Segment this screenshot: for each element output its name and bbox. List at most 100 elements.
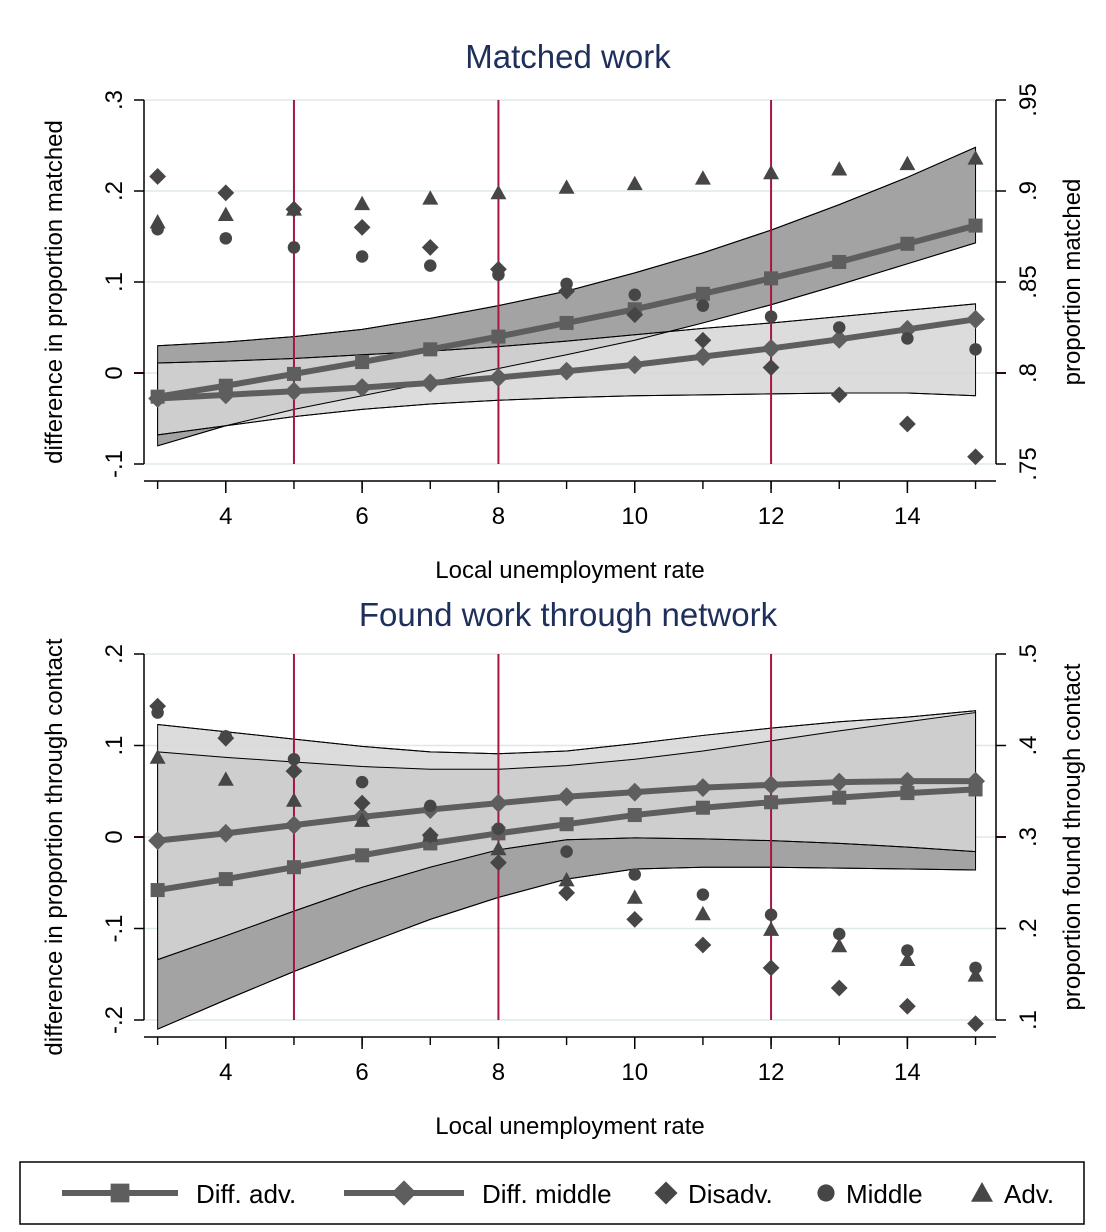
point-circle (560, 277, 573, 291)
point-line-diamond (761, 775, 781, 795)
point-triangle (558, 872, 575, 887)
legend-marker-diamond (654, 1181, 678, 1205)
point-circle (764, 908, 778, 922)
point-line-diamond (557, 361, 577, 381)
point-circle (560, 845, 573, 858)
point-diamond (490, 854, 507, 872)
point-diamond (217, 184, 235, 202)
point-triangle (490, 840, 507, 856)
legend-marker-line-diamond (391, 1180, 417, 1206)
legend-marker-triangle (971, 1182, 993, 1202)
point-diamond (694, 936, 712, 954)
y-tick-label: 0 (101, 366, 128, 379)
point-line-square (491, 329, 506, 344)
y-axis-label: difference in proportion matched (41, 120, 68, 464)
y2-tick-label: .1 (1015, 1010, 1042, 1030)
point-triangle (217, 771, 234, 786)
legend-marker-line-square (110, 1183, 130, 1203)
point-circle (287, 241, 301, 254)
point-triangle (967, 150, 984, 165)
point-line-diamond (488, 368, 508, 387)
x-tick-label: 12 (758, 503, 785, 530)
point-triangle (217, 206, 234, 222)
point-triangle (694, 905, 711, 921)
point-circle (492, 822, 505, 836)
point-line-diamond (352, 378, 372, 398)
y2-tick-label: .8 (1015, 363, 1042, 383)
y-tick-label: -.1 (101, 914, 128, 942)
point-diamond (898, 415, 916, 433)
y-tick-label: 0 (101, 830, 128, 843)
point-line-diamond (693, 347, 713, 367)
y2-axis-label: proportion found through contact (1059, 663, 1086, 1010)
panel-1: 4 6 8 10 12 14 -.1 0 .1 .2 .3 .75 .8 .85 .9 .95 Matched … (41, 38, 1086, 584)
point-triangle (899, 951, 916, 967)
point-triangle (626, 889, 643, 904)
point-diamond (830, 979, 848, 997)
point-diamond (626, 306, 644, 324)
y2-tick-label: .4 (1015, 735, 1042, 755)
point-diamond (898, 997, 916, 1015)
legend-box (19, 1161, 1085, 1225)
point-circle (628, 288, 641, 301)
point-circle (287, 752, 301, 766)
chart-title: Matched work (465, 38, 671, 75)
point-triangle (149, 213, 166, 229)
point-diamond (421, 239, 439, 256)
point-line-diamond (216, 823, 236, 843)
x-tick-label: 14 (894, 1059, 921, 1086)
point-line-square (900, 786, 915, 801)
point-triangle (831, 937, 848, 953)
point-line-diamond (966, 309, 986, 329)
point-diamond (353, 794, 371, 812)
x-tick-label: 12 (758, 1059, 785, 1086)
point-line-diamond (966, 771, 986, 791)
point-circle (969, 343, 982, 356)
point-line-square (218, 872, 233, 887)
point-line-square (832, 790, 847, 805)
point-diamond (830, 386, 848, 404)
point-line-square (423, 342, 438, 357)
legend: Diff. adv. Diff. middle Disadv. Middle Adv. (19, 1161, 1085, 1225)
point-triangle (354, 812, 371, 827)
x-axis-label: Local unemployment rate (435, 557, 704, 584)
y2-tick-label: .9 (1015, 181, 1042, 201)
x-tick-label: 14 (894, 503, 921, 530)
legend-marker-circle (817, 1184, 835, 1202)
point-diamond (967, 1015, 984, 1033)
y-tick-label: .1 (101, 735, 128, 755)
point-line-square (764, 271, 779, 286)
point-triangle (763, 921, 780, 936)
point-triangle (490, 184, 507, 200)
point-line-square (764, 795, 779, 810)
point-line-square (286, 366, 301, 381)
y2-tick-label: .75 (1015, 447, 1042, 480)
point-line-diamond (216, 385, 236, 405)
x-tick-label: 8 (492, 503, 505, 530)
point-circle (628, 868, 641, 881)
y2-tick-label: .95 (1015, 83, 1042, 116)
point-line-diamond (148, 831, 168, 851)
point-diamond (967, 448, 984, 466)
point-triangle (422, 190, 439, 205)
point-line-square (559, 817, 574, 832)
point-triangle (763, 164, 780, 180)
point-triangle (285, 792, 302, 807)
x-tick-label: 10 (621, 503, 648, 530)
point-triangle (354, 195, 371, 211)
panel-2: 4 6 8 10 12 14 -.2 -.1 0 .1 .2 .1 .2 .3 .4 .5 Found work… (41, 596, 1086, 1140)
point-circle (832, 321, 846, 334)
point-triangle (831, 161, 848, 176)
x-tick-label: 10 (621, 1059, 648, 1086)
x-tick-label: 6 (355, 503, 368, 530)
chart-title: Found work through network (359, 596, 778, 633)
point-circle (696, 888, 710, 901)
y-tick-label: .2 (101, 644, 128, 664)
point-circle (424, 799, 437, 813)
y-tick-label: .2 (101, 181, 128, 201)
point-line-diamond (829, 329, 849, 349)
point-circle (355, 250, 369, 263)
y-tick-label: -.2 (101, 1006, 128, 1034)
point-line-square (695, 800, 710, 815)
